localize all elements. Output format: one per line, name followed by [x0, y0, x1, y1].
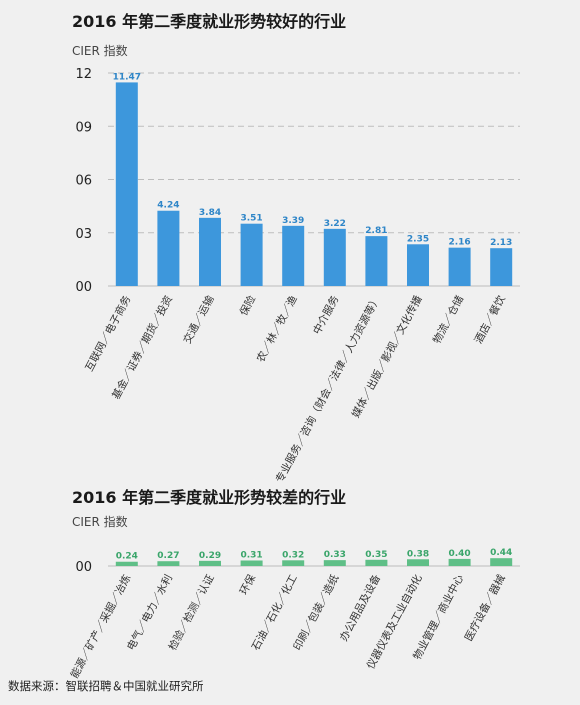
bar-value-label: 0.32 [282, 550, 304, 560]
x-category-label: 医疗设备／器械 [462, 572, 508, 643]
bar [115, 561, 138, 566]
bar [365, 559, 388, 566]
bar-value-label: 0.31 [240, 550, 262, 560]
bar [157, 561, 180, 566]
bar [115, 82, 138, 286]
data-source: 数据来源：智联招聘＆中国就业研究所 [8, 679, 204, 693]
bar [407, 559, 429, 566]
bar [199, 560, 221, 566]
bar [323, 560, 346, 566]
x-category-label: 印刷／包装／造纸 [291, 572, 342, 653]
bar-value-label: 2.13 [490, 238, 512, 248]
x-category-label: 电气／电力／水利 [124, 572, 175, 652]
bar-value-label: 2.35 [407, 234, 429, 244]
bar-value-label: 2.16 [448, 238, 470, 248]
bar-value-label: 2.81 [365, 226, 387, 236]
bar-value-label: 0.40 [448, 549, 470, 559]
bar-value-label: 3.39 [282, 216, 304, 226]
bar-value-label: 0.24 [116, 552, 138, 562]
top-chart-title: 2016 年第二季度就业形势较好的行业 [72, 12, 347, 31]
bar [490, 558, 513, 566]
bar [490, 248, 513, 286]
x-category-label: 办公用品及设备 [337, 572, 383, 643]
bar [282, 560, 305, 566]
bar-value-label: 4.24 [157, 201, 179, 211]
y-tick-label: 03 [75, 227, 92, 242]
bar [240, 560, 263, 566]
y-tick-label: 09 [75, 120, 92, 135]
x-category-label: 能源／矿产／采掘／冶炼 [68, 572, 134, 681]
bar-value-label: 3.51 [240, 214, 262, 224]
bar [448, 247, 471, 286]
y-tick-label: 12 [75, 67, 92, 82]
bar-value-label: 0.33 [324, 550, 346, 560]
bar [240, 223, 263, 286]
y-tick-label: 06 [75, 174, 92, 189]
bar-value-label: 11.47 [113, 72, 141, 82]
y-tick-label: 00 [75, 280, 92, 295]
bar-value-label: 0.27 [157, 551, 179, 561]
bottom-chart-title: 2016 年第二季度就业形势较差的行业 [72, 488, 347, 507]
bar-value-label: 3.84 [199, 208, 221, 218]
y-tick-label: 00 [75, 560, 92, 575]
bar [365, 236, 388, 286]
bar [448, 558, 471, 566]
bar [157, 210, 180, 286]
bar [407, 244, 429, 286]
x-category-label: 检验／检测／认证 [166, 572, 217, 653]
bar-value-label: 0.29 [199, 551, 221, 561]
bar [323, 228, 346, 286]
bar [282, 225, 305, 286]
bar-value-label: 0.44 [490, 548, 512, 558]
bottom-chart-unit: CIER 指数 [72, 515, 128, 529]
bar-value-label: 0.38 [407, 549, 429, 559]
x-category-label: 环保 [237, 572, 259, 597]
bar-value-label: 3.22 [324, 219, 346, 229]
top-chart-unit: CIER 指数 [72, 44, 128, 58]
x-category-label: 石油／石化／化工 [249, 572, 300, 652]
bar-value-label: 0.35 [365, 550, 387, 560]
bar [199, 217, 221, 286]
